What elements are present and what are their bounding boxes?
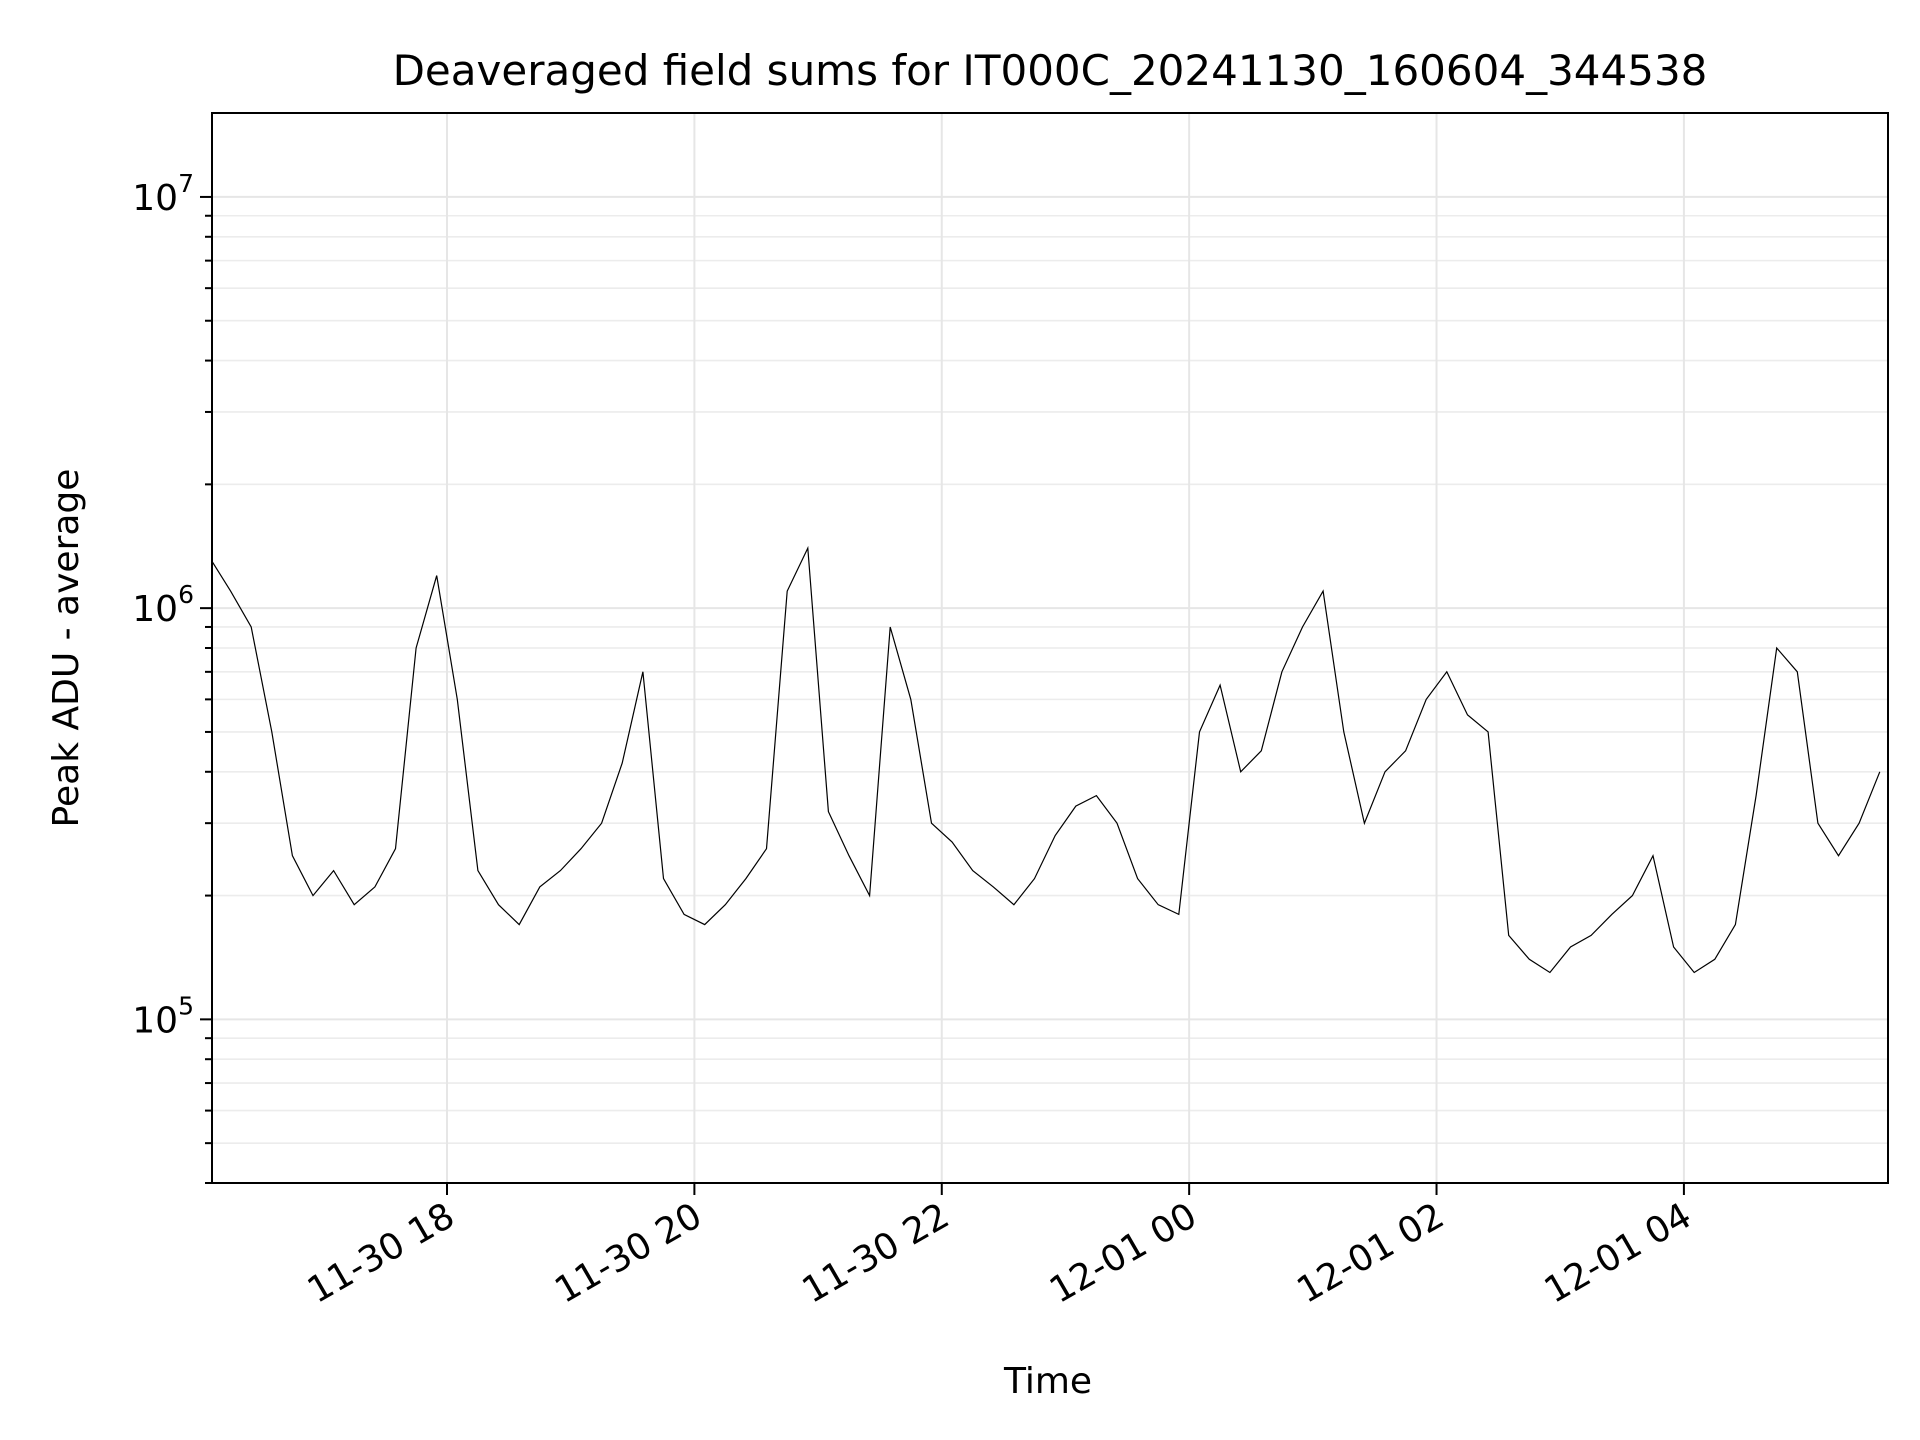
y-axis-label: Peak ADU - average	[46, 469, 87, 828]
y-tick-label: 106	[132, 580, 194, 630]
x-tick-label: 12-01 04	[1538, 1195, 1699, 1311]
y-tick-label: 107	[132, 169, 194, 219]
y-tick-label: 105	[132, 991, 194, 1041]
x-tick-label: 11-30 22	[796, 1195, 957, 1311]
x-tick-label: 11-30 18	[301, 1195, 462, 1311]
x-axis: 11-30 18 11-30 20 11-30 22 12-01 00 12-01 02…	[301, 1183, 1699, 1312]
x-tick-label: 12-01 00	[1043, 1195, 1204, 1311]
x-tick-label: 11-30 20	[548, 1195, 709, 1311]
chart-title: Deaveraged field sums for IT000C_2024113…	[393, 46, 1708, 95]
series-line	[211, 545, 1881, 974]
y-axis: 105 106 107	[132, 169, 212, 1184]
grid	[212, 113, 1888, 1184]
x-axis-label: Time	[1003, 1361, 1092, 1402]
x-tick-label: 12-01 02	[1290, 1195, 1451, 1311]
